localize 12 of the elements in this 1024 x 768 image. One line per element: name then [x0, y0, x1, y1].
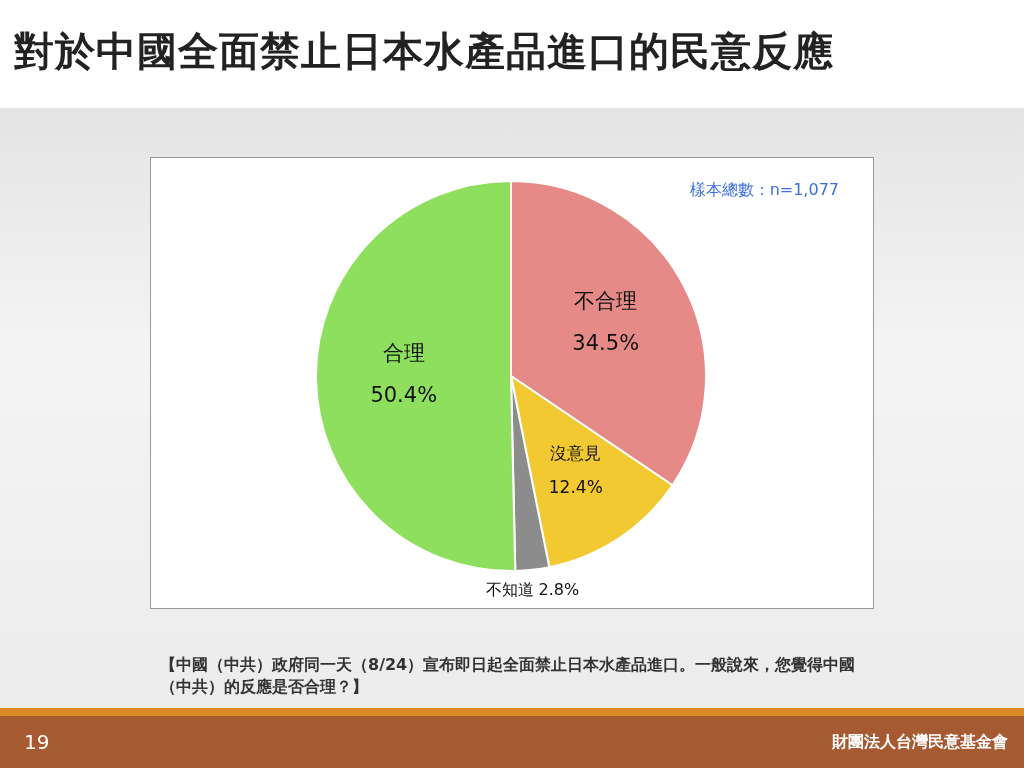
- data-label: 12.4%: [548, 477, 603, 498]
- chart-title: 對於中國全面禁止日本水產品進口的民意反應: [14, 27, 834, 76]
- slice-label: 不知道 2.8%: [485, 580, 580, 600]
- slice-label: 沒意見: [550, 443, 602, 464]
- text: 樣本總數：n=1,077: [689, 180, 839, 201]
- text: 19: [24, 730, 50, 754]
- text: 【中國（中共）政府同一天（8/24）宣布即日起全面禁止日本水產品進口。一般說來，您覺得中國（中共）的反應是否合理？】: [160, 654, 857, 698]
- slice-label: 不合理: [574, 289, 638, 314]
- data-label: 34.5%: [572, 331, 640, 356]
- slice-label: 合理: [382, 340, 425, 365]
- data-label: 50.4%: [370, 382, 438, 407]
- text: 財團法人台灣民意基金會: [832, 732, 1008, 753]
